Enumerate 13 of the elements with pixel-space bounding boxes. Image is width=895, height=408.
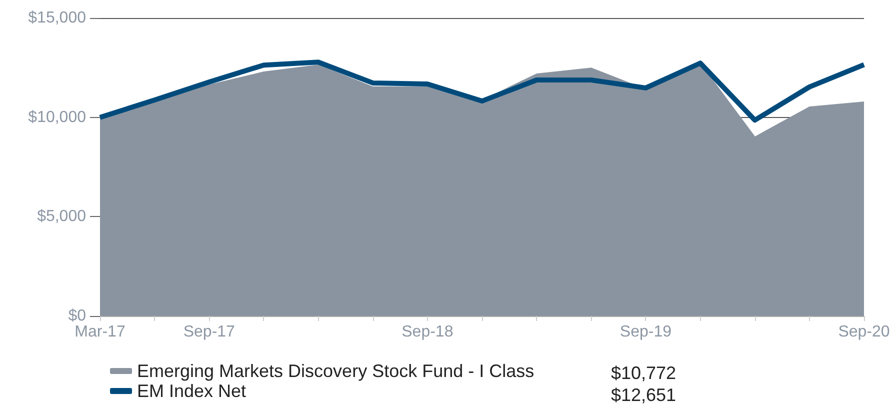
y-tick-label: $10,000 bbox=[28, 108, 86, 126]
legend-label: EM Index Net bbox=[137, 381, 246, 401]
text: $12,651 bbox=[611, 385, 676, 405]
y-tick-label: $5,000 bbox=[37, 208, 86, 226]
x-tick-label: Sep-18 bbox=[402, 324, 454, 340]
text: $10,772 bbox=[611, 363, 676, 383]
x-tick-label: Sep-17 bbox=[183, 324, 236, 340]
legend-label: Emerging Markets Discovery Stock Fund - I Class bbox=[137, 361, 534, 381]
x-tick-label: Sep-19 bbox=[620, 324, 672, 340]
y-tick-label: $15,000 bbox=[28, 10, 86, 26]
x-tick-label: Sep-20 bbox=[838, 324, 890, 340]
x-tick-label: Mar-17 bbox=[74, 324, 126, 340]
y-tick-label: $0 bbox=[68, 308, 86, 324]
